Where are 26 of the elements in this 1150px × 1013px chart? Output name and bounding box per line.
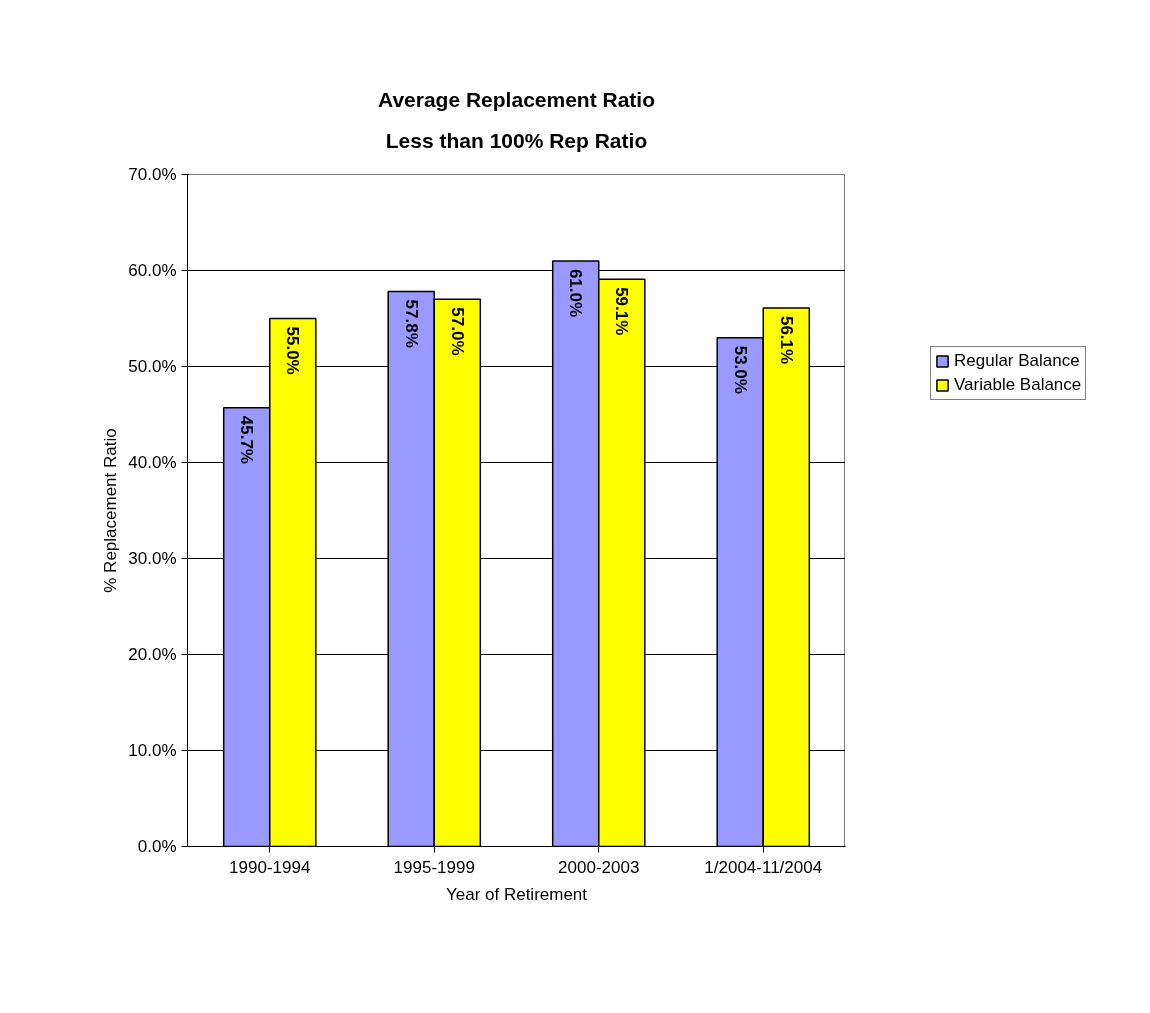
- y-tick-label: 50.0%: [128, 357, 177, 376]
- data-label: 45.7%: [237, 415, 257, 464]
- x-axis-title: Year of Retirement: [445, 884, 588, 904]
- y-tick-label: 10.0%: [128, 741, 177, 760]
- data-label: 57.0%: [447, 307, 467, 356]
- y-tick-label: 20.0%: [128, 645, 177, 664]
- data-label: 61.0%: [566, 268, 586, 318]
- y-tick-label: 70.0%: [128, 165, 177, 184]
- y-tick-label: 60.0%: [128, 261, 177, 280]
- data-label: 57.8%: [401, 299, 421, 348]
- x-tick-label: 1995-1999: [393, 857, 475, 877]
- chart-title: Average Replacement Ratio: [378, 87, 656, 111]
- x-tick-label: 1/2004-11/2004: [704, 857, 823, 877]
- chart-subtitle: Less than 100% Rep Ratio: [385, 129, 648, 152]
- y-axis-title: % Replacement Ratio: [101, 428, 121, 593]
- legend-label: Variable Balance: [954, 375, 1082, 395]
- data-label: 53.0%: [730, 345, 750, 394]
- data-label: 59.1%: [612, 287, 632, 336]
- y-tick-label: 40.0%: [128, 453, 177, 472]
- x-tick-label: 1990-1994: [229, 857, 311, 877]
- y-tick-label: 0.0%: [137, 837, 177, 856]
- data-label: 55.0%: [283, 326, 303, 375]
- y-tick-label: 30.0%: [128, 549, 177, 568]
- legend-label: Regular Balance: [954, 351, 1080, 371]
- x-tick-label: 2000-2003: [558, 857, 640, 877]
- data-label: 56.1%: [776, 315, 796, 365]
